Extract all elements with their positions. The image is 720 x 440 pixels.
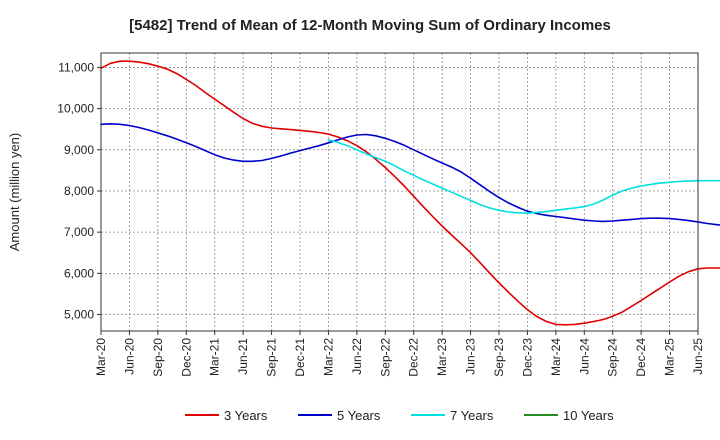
y-tick-label: 6,000 [64,266,94,280]
x-tick-label: Jun-23 [464,338,478,375]
y-axis-label: Amount (million yen) [7,133,22,252]
x-tick-label: Sep-23 [492,338,506,377]
x-tick-label: Dec-23 [520,338,534,377]
x-tick-label: Dec-22 [407,338,421,377]
legend-label: 5 Years [337,408,381,423]
y-tick-label: 9,000 [64,143,94,157]
grid [100,53,699,331]
x-tick-label: Mar-23 [435,338,449,376]
x-tick-label: Dec-24 [634,338,648,377]
series-line-7-years [327,139,720,214]
y-tick-label: 10,000 [57,102,94,116]
legend-label: 10 Years [563,408,614,423]
x-tick-label: Mar-22 [321,338,335,376]
x-tick-label: Sep-22 [378,338,392,377]
x-tick-label: Jun-22 [350,338,364,375]
y-tick-label: 7,000 [64,225,94,239]
y-tick-label: 5,000 [64,308,94,322]
legend: 3 Years 5 Years 7 Years 10 Years [185,408,614,423]
series-line-3-years [100,60,720,326]
series-line-5-years [100,123,720,226]
x-tick-label: Sep-20 [151,338,165,377]
y-tick-label: 11,000 [58,60,94,74]
plot-frame [100,52,699,332]
x-tick-label: Dec-21 [293,338,307,377]
x-tick-label: Jun-21 [236,338,250,375]
x-tick-label: Mar-24 [549,338,563,376]
y-tick-label: 8,000 [64,184,94,198]
x-tick-label: Sep-24 [606,338,620,377]
series-lines [100,60,720,326]
legend-label: 3 Years [224,408,268,423]
x-tick-label: Sep-21 [265,338,279,377]
x-tick-label: Jun-24 [577,338,591,375]
x-tick-label: Jun-25 [691,338,705,375]
y-axis: 5,000 6,000 7,000 8,000 9,000 10,000 11,000 [57,60,101,322]
x-tick-label: Mar-20 [94,338,108,376]
chart-title: [5482] Trend of Mean of 12-Month Moving … [129,17,611,34]
x-tick-label: Jun-20 [122,338,136,375]
x-tick-label: Dec-20 [179,338,193,377]
x-tick-label: Mar-21 [208,338,222,376]
x-tick-label: Mar-25 [663,338,677,376]
legend-label: 7 Years [450,408,494,423]
x-axis: Mar-20 Jun-20 Sep-20 Dec-20 Mar-21 Jun-21 Sep-… [94,331,705,377]
